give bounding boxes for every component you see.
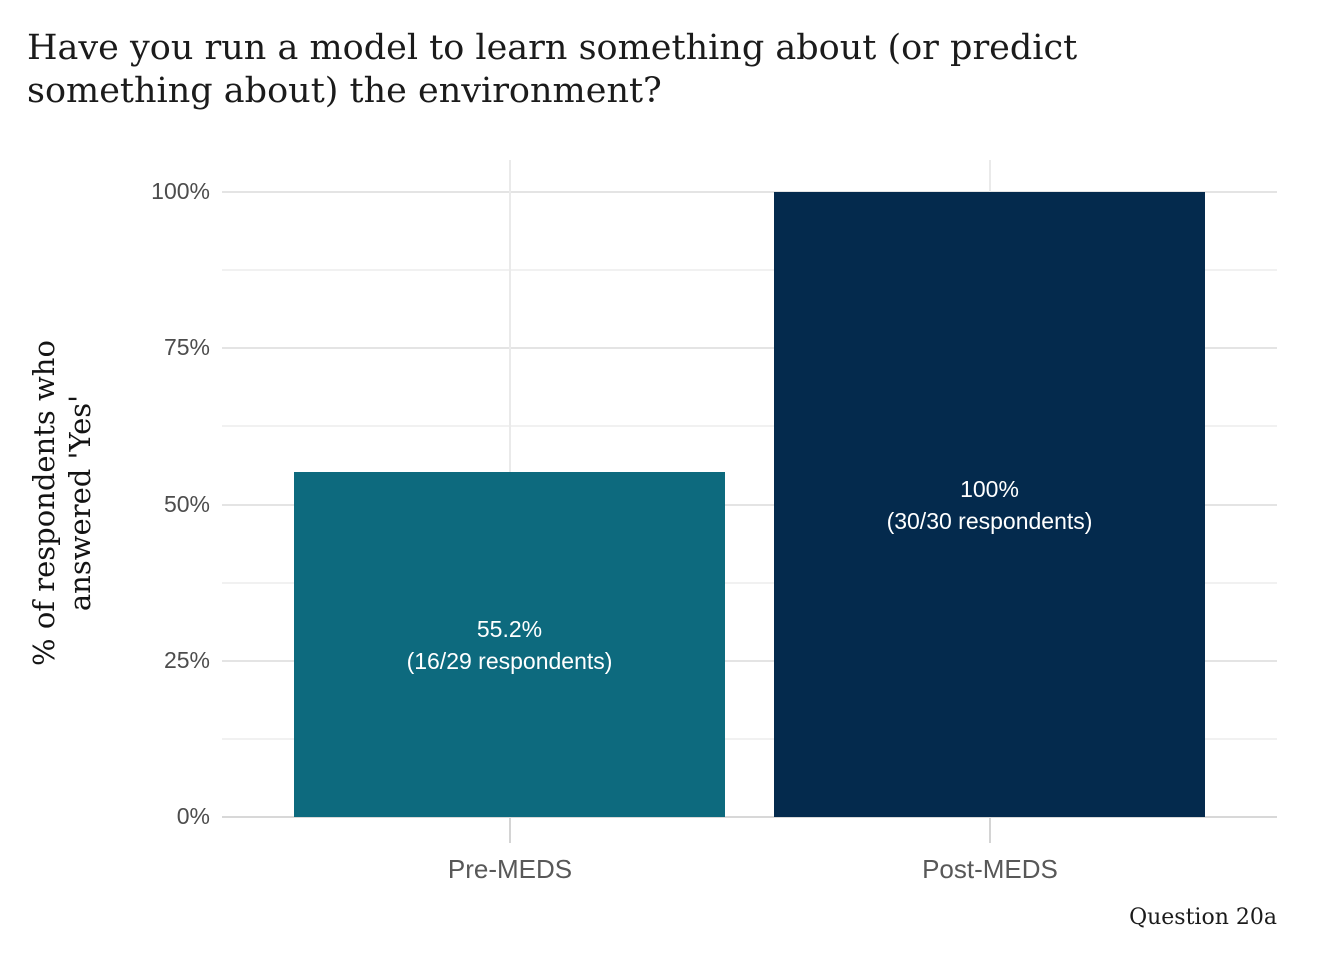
y-axis-tick-label: 25% (163, 646, 210, 673)
bar-post-meds: 100% (30/30 respondents) (774, 192, 1205, 817)
bar-label-pre-meds: 55.2% (16/29 respondents) (407, 613, 613, 677)
gridline-minor (222, 581, 1277, 584)
y-axis-tick-label: 50% (163, 490, 210, 517)
gridline-major (222, 347, 1277, 350)
chart-title: Have you run a model to learn something … (27, 27, 1297, 113)
x-axis-tick-post-meds (989, 817, 991, 843)
bar-pre-meds: 55.2% (16/29 respondents) (294, 472, 725, 817)
x-axis-tick-pre-meds (509, 817, 511, 843)
chart-title-line-2: something about) the environment? (27, 71, 662, 111)
gridline-major (222, 659, 1277, 662)
x-axis-label-post-meds: Post-MEDS (922, 854, 1058, 884)
bar-count-pre-meds: (16/29 respondents) (406, 647, 613, 674)
plot-panel: 55.2% (16/29 respondents) 100% (30/30 re… (222, 160, 1277, 884)
chart-caption: Question 20a (1129, 905, 1277, 930)
bar-value-pre-meds: 55.2% (476, 615, 543, 642)
bar-count-post-meds: (30/30 respondents) (886, 507, 1093, 534)
x-axis-label-pre-meds: Pre-MEDS (447, 854, 573, 884)
bar-label-post-meds: 100% (30/30 respondents) (887, 473, 1093, 537)
gridline-minor (222, 737, 1277, 740)
y-axis-title-line-1: % of respondents who (27, 340, 61, 666)
y-axis-tick-label: 0% (176, 803, 210, 829)
y-axis-tick-label: 75% (163, 334, 210, 361)
y-axis-tick-label: 100% (151, 178, 210, 204)
gridline-major (222, 191, 1277, 193)
gridline-minor (222, 425, 1277, 428)
x-axis-line (222, 816, 1277, 818)
bar-value-post-meds: 100% (960, 475, 1019, 502)
chart-title-line-1: Have you run a model to learn something … (27, 28, 1078, 68)
gridline-minor (222, 269, 1277, 272)
gridline-major (222, 503, 1277, 506)
